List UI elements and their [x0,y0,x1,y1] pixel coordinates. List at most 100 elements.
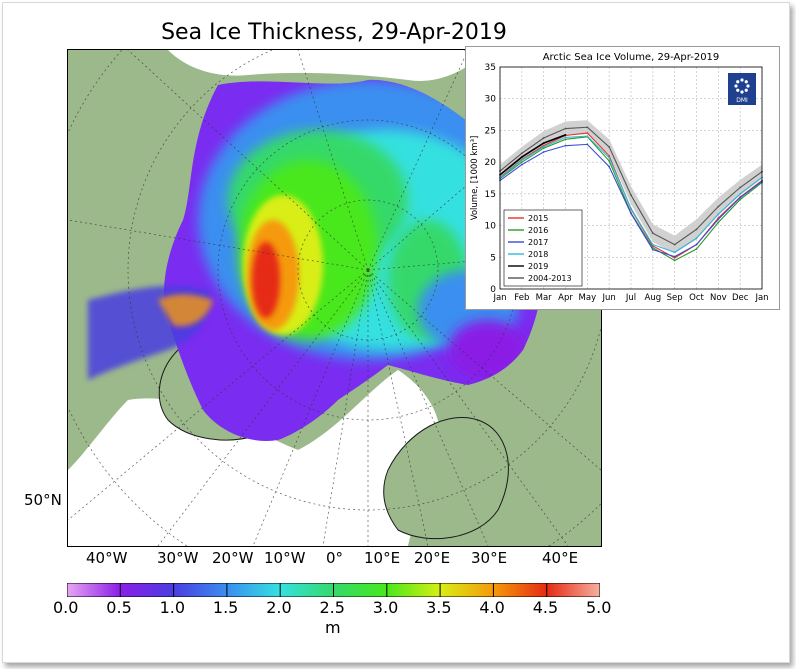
plot-frame [499,66,763,290]
data-point-2016 [739,198,742,201]
data-point-2016 [717,221,720,224]
data-point-2004-2013 [564,127,567,130]
series-line-2019 [499,134,566,176]
legend-label: 2004-2013 [528,274,572,283]
x-tick-label: Aug [645,293,662,303]
dmi-logo-dot [736,88,740,92]
data-point-2017 [651,248,654,251]
data-point-2016 [608,159,611,162]
dmi-logo-text: DMI [736,97,748,104]
x-tick-label: Dec [732,293,749,303]
y-tick-label: 35 [485,63,496,73]
dmi-logo-dot [744,80,748,84]
lat-label-50n: 50°N [24,491,62,509]
colorbar-svg [66,582,601,598]
colorbar-tick-label: 4.5 [532,598,559,617]
data-point-2017 [542,151,545,153]
x-tick-label: Feb [514,293,529,303]
data-point-2004-2013 [651,232,654,235]
legend-label: 2019 [528,262,548,271]
chart-title: Arctic Sea Ice Volume, 29-Apr-2019 [543,52,720,63]
sea-ice-map [67,49,602,547]
x-tick-label: Mar [536,293,553,303]
data-point-2004-2013 [695,228,698,231]
legend-box [503,209,583,287]
lon-label: 30°E [471,549,508,567]
x-tick-label: Oct [689,293,704,303]
y-axis-label: Volume, [1000 km³] [470,136,480,221]
data-point-2018 [542,146,545,148]
y-tick-label: 5 [490,253,496,263]
dmi-logo-dot [734,84,738,88]
data-point-2017 [608,165,611,168]
colorbar-tick-label: 2.0 [266,598,292,617]
data-point-2004-2013 [586,126,589,129]
y-tick-label: 0 [490,285,496,295]
dmi-logo-dot [736,80,740,84]
lon-label: 30°W [157,549,199,567]
x-tick-label: Jun [602,293,616,303]
y-tick-label: 15 [485,190,496,200]
y-tick-label: 25 [485,126,496,136]
data-point-2018 [739,192,742,195]
x-tick-label: Jul [625,293,636,303]
data-point-2018 [520,159,523,162]
y-tick-label: 20 [485,158,497,168]
lon-label: 10°E [364,549,401,567]
colorbar-tick-label: 4.0 [479,598,505,617]
data-point-2018 [586,135,589,138]
data-point-2017 [564,144,567,147]
data-point-2004-2013 [542,137,545,139]
x-tick-label: Jan [492,293,506,303]
data-point-2004-2013 [630,194,632,197]
data-point-2004-2013 [717,205,720,208]
sea-ice-field [163,79,543,441]
data-point-2019 [564,133,567,136]
data-point-2015 [673,257,676,259]
x-tick-label: May [579,293,597,303]
data-point-2017 [520,163,523,166]
dmi-logo-dot [746,84,750,88]
colorbar-tick-label: 1.5 [212,598,239,617]
legend-label: 2018 [528,250,548,259]
map-title: Sea Ice Thickness, 29-Apr-2019 [161,20,507,45]
data-point-2019 [542,142,545,145]
x-tick-label: Nov [710,293,727,303]
data-point-2004-2013 [520,152,523,155]
x-tick-label: Apr [558,293,573,303]
data-point-2017 [586,143,589,146]
data-point-2016 [695,248,698,250]
data-point-2016 [520,161,523,164]
colorbar-tick-label: 0.0 [53,598,79,617]
colorbar-tick-label: 0.5 [106,598,132,617]
archipelago-ice-thick [158,294,213,327]
dmi-logo-dot [740,78,744,82]
lon-label: 40°W [86,549,128,567]
data-point-2015 [586,132,589,134]
data-point-2004-2013 [608,146,611,148]
data-point-2004-2013 [673,243,676,246]
colorbar-unit: m [325,618,341,637]
data-point-2016 [673,259,676,262]
data-point-2017 [630,212,632,215]
data-point-2017 [739,196,742,199]
climatology-band [500,120,762,254]
open-ocean-north [168,50,488,81]
data-point-2018 [630,207,632,210]
colorbar-tick-label: 1.0 [159,598,186,617]
lon-label: 20°W [212,549,254,567]
dmi-logo-dot [744,88,748,92]
x-tick-label: Jan [754,293,768,303]
dmi-logo [728,73,756,105]
data-point-2017 [717,218,720,221]
data-point-2019 [520,156,523,158]
data-point-2018 [564,136,567,139]
colorbar-tick-label: 5.0 [586,598,612,617]
colorbar-tick-label: 2.5 [319,598,345,617]
legend-label: 2015 [528,214,548,223]
sea-ice-map-svg [68,50,601,546]
data-point-2018 [673,251,676,254]
data-point-2016 [564,138,567,141]
y-tick-label: 10 [485,222,497,232]
x-tick-label: Sep [667,293,683,303]
